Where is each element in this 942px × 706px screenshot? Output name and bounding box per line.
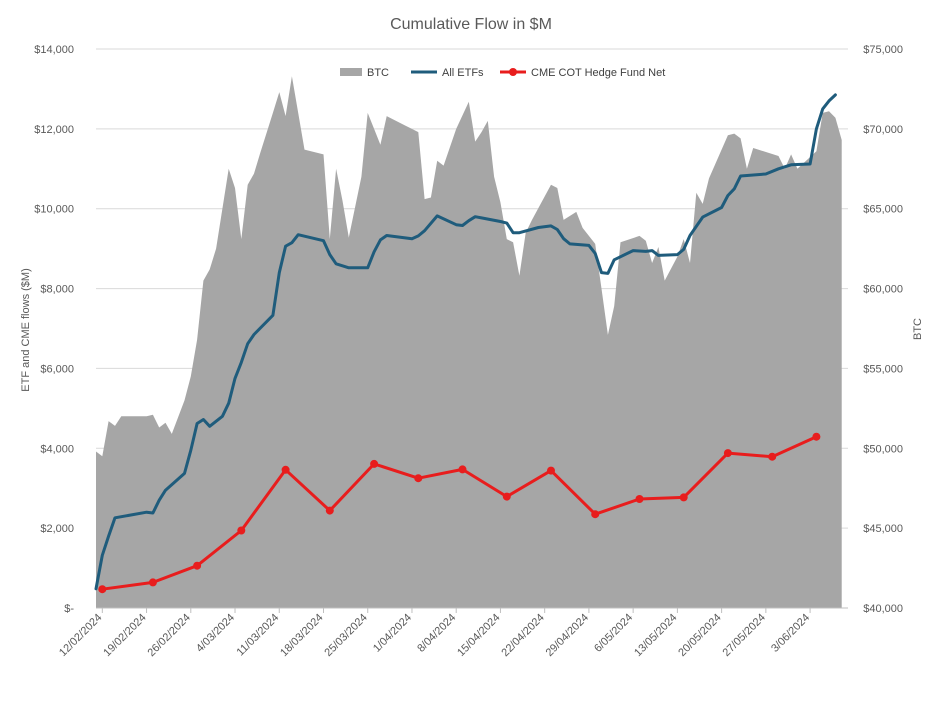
y-left-tick-label: $2,000 [40,523,74,535]
cme-data-point [148,578,157,587]
y-left-tick-label: $10,000 [34,204,74,216]
x-tick-label: 1/04/2024 [371,612,414,655]
legend-label-etf: All ETFs [442,67,484,79]
x-tick-label: 3/06/2024 [769,612,812,655]
x-tick-label: 8/04/2024 [415,612,458,655]
cme-data-point [370,459,379,468]
etf-flow-line [94,93,837,591]
legend-swatch-btc [340,68,362,76]
y-right-tick-label: $40,000 [863,603,903,615]
y-left-tick-label: $4,000 [40,443,74,455]
x-tick-label: 18/03/2024 [278,612,325,659]
y-axis-left-label: ETF and CME flows ($M) [20,268,32,391]
btc-area-layer [96,76,842,608]
cme-data-point [547,466,555,475]
y-right-tick-label: $55,000 [863,363,903,375]
cme-data-point [325,506,334,515]
btc-area [96,76,842,608]
cme-data-point [414,474,423,483]
cme-data-point [679,493,688,502]
cme-data-point [281,465,290,474]
y-right-tick-label: $65,000 [863,204,903,216]
x-tick-label: 20/05/2024 [676,612,723,659]
x-tick-label: 15/04/2024 [455,612,502,659]
y-left-tick-label: $12,000 [34,124,74,136]
y-axis-right-label: BTC [912,318,924,340]
y-right-tick-label: $70,000 [863,124,903,136]
cme-data-point [502,492,511,501]
y-left-tick-label: $- [64,603,74,615]
x-tick-label: 12/02/2024 [57,612,104,659]
x-tick-label: 22/04/2024 [499,612,546,659]
x-tick-label: 13/05/2024 [632,612,679,659]
y-right-tick-label: $75,000 [863,44,903,56]
x-tick-label: 11/03/2024 [235,612,282,659]
x-tick-label: 26/02/2024 [145,612,192,659]
x-tick-label: 25/03/2024 [322,612,369,659]
y-right-tick-label: $50,000 [863,443,903,455]
cme-data-point [458,465,467,474]
y-left-tick-label: $8,000 [40,284,74,296]
cme-data-point [768,452,777,461]
cme-data-point [98,585,107,594]
chart-title: Cumulative Flow in $M [390,16,552,33]
series-marker-layer [98,432,821,594]
cme-data-point [591,510,600,519]
cme-data-point [723,449,732,458]
y-left-tick-label: $6,000 [40,363,74,375]
legend-label-cme: CME COT Hedge Fund Net [531,67,665,79]
x-tick-label: 19/02/2024 [101,612,148,659]
y-left-tick-label: $14,000 [34,44,74,56]
cme-data-point [635,495,644,503]
y-right-tick-label: $45,000 [863,523,903,535]
cme-data-point [237,526,246,535]
x-tick-label: 6/05/2024 [592,612,635,655]
x-tick-label: 29/04/2024 [544,612,591,659]
x-tick-label: 4/03/2024 [194,612,237,655]
legend-label-btc: BTC [367,67,389,79]
legend: BTC All ETFs CME COT Hedge Fund Net [340,67,665,79]
legend-marker-cme [509,68,517,76]
cme-data-point [812,432,821,441]
cme-data-point [193,561,202,570]
x-tick-label: 27/05/2024 [721,612,768,659]
y-right-tick-label: $60,000 [863,284,903,296]
